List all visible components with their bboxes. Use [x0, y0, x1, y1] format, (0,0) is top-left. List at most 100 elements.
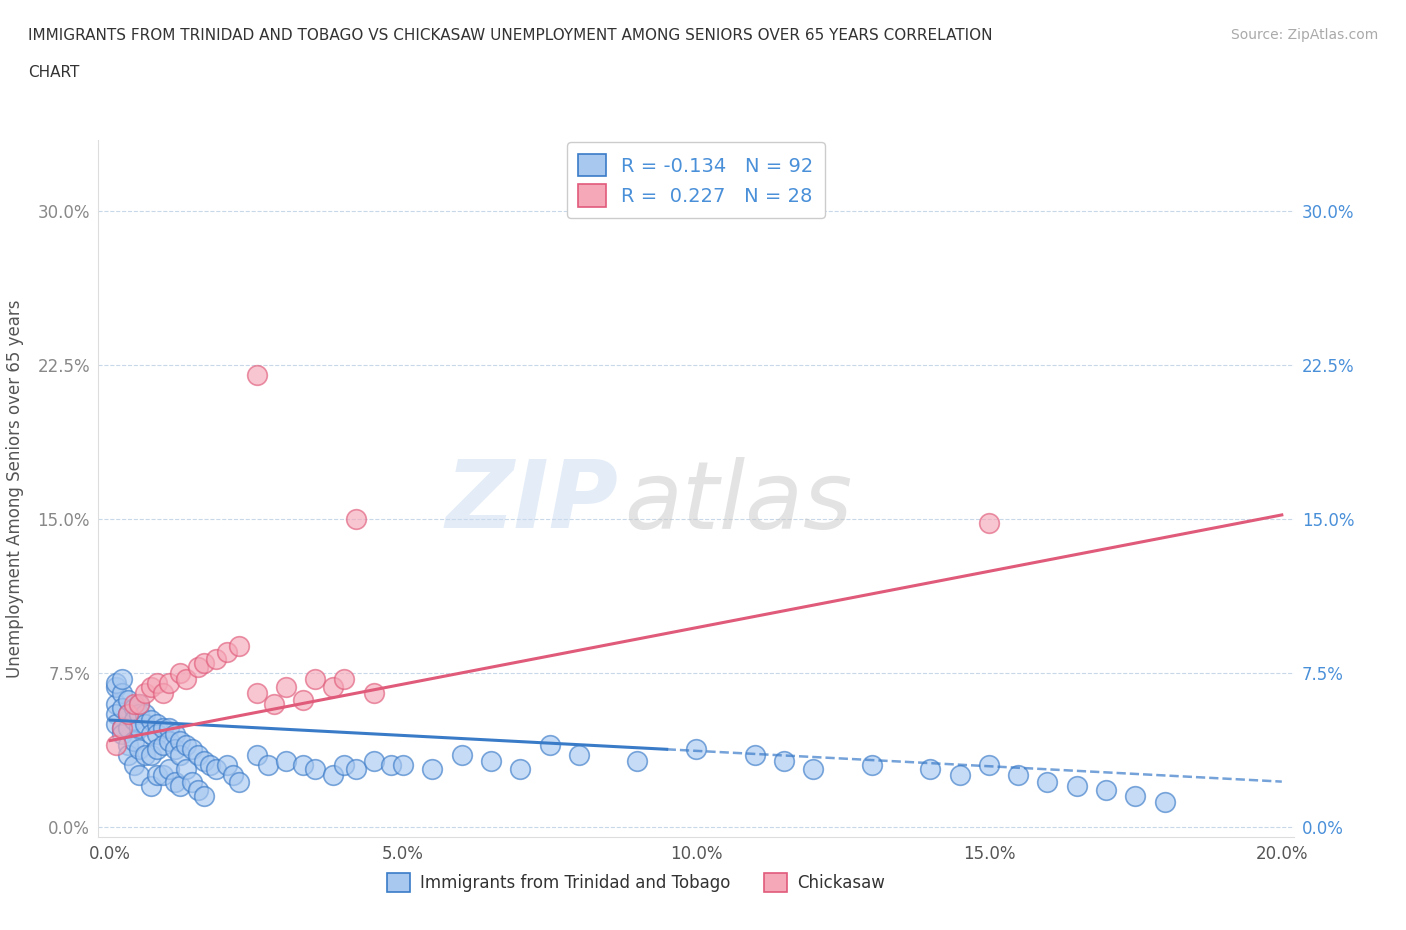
Point: [152, 737, 174, 752]
Point: [744, 748, 766, 763]
Point: [257, 758, 280, 773]
Point: [181, 774, 204, 789]
Text: CHART: CHART: [28, 65, 80, 80]
Point: [163, 741, 186, 756]
Point: [801, 762, 824, 777]
Point: [157, 676, 180, 691]
Point: [322, 768, 344, 783]
Point: [773, 753, 796, 768]
Point: [134, 707, 156, 722]
Point: [274, 753, 297, 768]
Point: [117, 692, 139, 707]
Point: [1007, 768, 1029, 783]
Point: [146, 768, 169, 783]
Point: [141, 748, 163, 763]
Point: [246, 748, 269, 763]
Point: [204, 651, 226, 666]
Point: [860, 758, 883, 773]
Point: [152, 686, 174, 701]
Point: [198, 758, 221, 773]
Point: [128, 768, 150, 783]
Point: [152, 768, 174, 783]
Point: [685, 741, 707, 756]
Point: [174, 671, 197, 686]
Point: [128, 697, 150, 711]
Point: [380, 758, 402, 773]
Point: [292, 692, 315, 707]
Point: [105, 717, 128, 732]
Point: [304, 762, 326, 777]
Point: [363, 686, 385, 701]
Point: [217, 644, 239, 659]
Point: [146, 741, 169, 756]
Point: [263, 697, 285, 711]
Point: [274, 680, 297, 695]
Point: [1123, 789, 1146, 804]
Text: ZIP: ZIP: [446, 457, 619, 548]
Point: [174, 737, 197, 752]
Point: [204, 762, 226, 777]
Legend: Immigrants from Trinidad and Tobago, Chickasaw: Immigrants from Trinidad and Tobago, Chi…: [381, 866, 891, 898]
Point: [111, 671, 134, 686]
Point: [1036, 774, 1059, 789]
Point: [146, 727, 169, 742]
Point: [217, 758, 239, 773]
Point: [105, 697, 128, 711]
Text: Source: ZipAtlas.com: Source: ZipAtlas.com: [1230, 28, 1378, 42]
Point: [163, 727, 186, 742]
Point: [146, 676, 169, 691]
Point: [128, 721, 150, 736]
Point: [333, 758, 356, 773]
Point: [187, 782, 209, 797]
Point: [105, 737, 128, 752]
Point: [181, 741, 204, 756]
Point: [152, 721, 174, 736]
Point: [134, 686, 156, 701]
Point: [111, 686, 134, 701]
Point: [193, 753, 215, 768]
Point: [122, 758, 145, 773]
Point: [169, 748, 191, 763]
Point: [169, 666, 191, 681]
Point: [134, 717, 156, 732]
Point: [146, 717, 169, 732]
Point: [977, 758, 1000, 773]
Point: [948, 768, 970, 783]
Point: [163, 774, 186, 789]
Point: [128, 741, 150, 756]
Point: [509, 762, 531, 777]
Point: [626, 753, 648, 768]
Point: [479, 753, 502, 768]
Point: [538, 737, 561, 752]
Point: [157, 762, 180, 777]
Point: [117, 721, 139, 736]
Point: [1095, 782, 1118, 797]
Point: [222, 768, 245, 783]
Point: [1066, 778, 1088, 793]
Point: [157, 721, 180, 736]
Point: [292, 758, 315, 773]
Point: [122, 733, 145, 748]
Point: [169, 778, 191, 793]
Point: [117, 748, 139, 763]
Point: [111, 700, 134, 715]
Point: [128, 697, 150, 711]
Point: [977, 516, 1000, 531]
Point: [128, 707, 150, 722]
Point: [105, 707, 128, 722]
Y-axis label: Unemployment Among Seniors over 65 years: Unemployment Among Seniors over 65 years: [6, 299, 24, 677]
Point: [111, 721, 134, 736]
Point: [322, 680, 344, 695]
Point: [568, 748, 591, 763]
Point: [157, 733, 180, 748]
Point: [117, 707, 139, 722]
Point: [1153, 794, 1175, 809]
Point: [344, 762, 367, 777]
Point: [228, 774, 250, 789]
Point: [122, 712, 145, 727]
Text: IMMIGRANTS FROM TRINIDAD AND TOBAGO VS CHICKASAW UNEMPLOYMENT AMONG SENIORS OVER: IMMIGRANTS FROM TRINIDAD AND TOBAGO VS C…: [28, 28, 993, 43]
Point: [141, 712, 163, 727]
Point: [111, 727, 134, 742]
Point: [141, 778, 163, 793]
Point: [174, 762, 197, 777]
